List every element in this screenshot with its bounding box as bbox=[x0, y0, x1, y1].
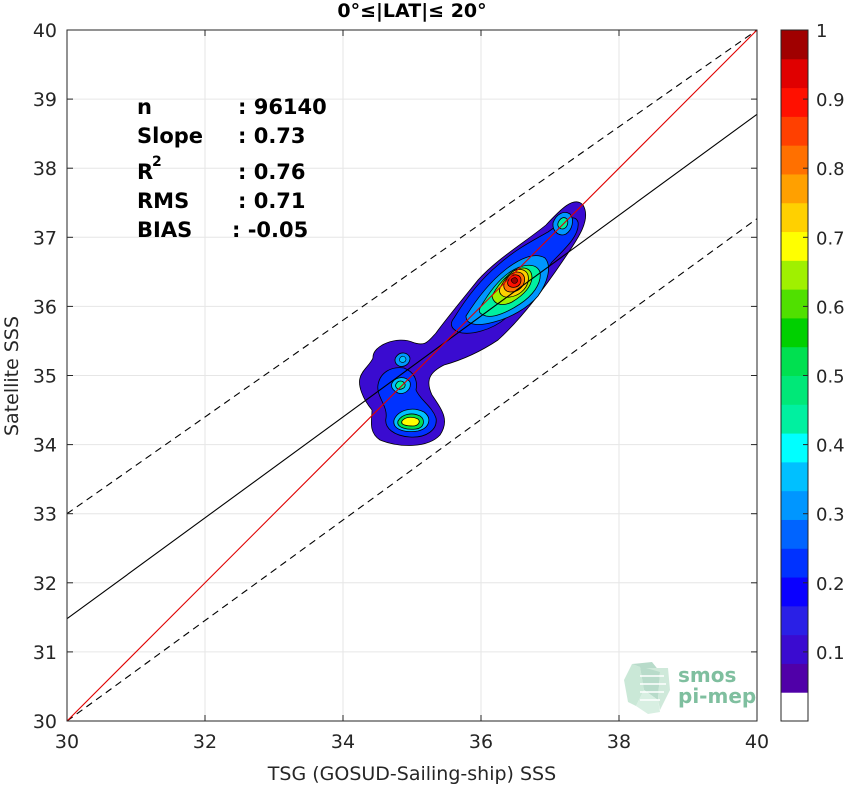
x-tick-label: 36 bbox=[469, 731, 493, 753]
colorbar-tick-label: 0.7 bbox=[816, 228, 845, 249]
colorbar-swatch bbox=[781, 346, 808, 376]
colorbar-swatch bbox=[781, 173, 808, 204]
colorbar-swatch bbox=[781, 317, 808, 348]
colorbar-swatch bbox=[781, 30, 808, 60]
y-axis: 30 31 32 33 34 35 36 37 38 39 40 bbox=[33, 20, 757, 733]
stat-rms-value: : 0.71 bbox=[238, 189, 306, 213]
colorbar-tick-label: 0.8 bbox=[816, 159, 845, 180]
statistics-block: n : 96140 Slope : 0.73 R 2 : 0.76 RMS : … bbox=[137, 95, 327, 242]
density-contour-lower-lobe-5 bbox=[401, 416, 420, 427]
identity-line bbox=[67, 30, 757, 721]
upper-bound-line bbox=[67, 30, 757, 515]
colorbar-swatch bbox=[781, 231, 808, 261]
stat-slope-label: Slope bbox=[137, 124, 203, 148]
stat-r2-label: R bbox=[137, 160, 153, 184]
y-axis-label: Satellite SSS bbox=[1, 316, 23, 436]
colorbar-tick-label: 1 bbox=[816, 21, 827, 42]
logo-text-line2: pi-mep bbox=[678, 684, 756, 708]
colorbar-swatch bbox=[781, 58, 808, 89]
colorbar bbox=[781, 30, 808, 722]
density-contour-mid-spot bbox=[395, 380, 406, 390]
stat-slope-value: : 0.73 bbox=[238, 124, 306, 148]
logo-mark-icon bbox=[624, 662, 670, 714]
colorbar-swatch bbox=[781, 634, 808, 664]
y-tick-label: 31 bbox=[33, 642, 57, 664]
colorbar-tick-label: 0.6 bbox=[816, 297, 845, 318]
colorbar-swatch bbox=[781, 289, 808, 319]
density-contour-level-9 bbox=[510, 277, 518, 284]
colorbar-tick-label: 0.3 bbox=[816, 505, 845, 526]
colorbar-swatch bbox=[781, 202, 808, 233]
colorbar-swatch bbox=[781, 87, 808, 117]
chart-title: 0°≤|LAT|≤ 20° bbox=[337, 0, 486, 22]
y-tick-label: 38 bbox=[33, 158, 57, 180]
y-tick-label: 32 bbox=[33, 573, 57, 595]
colorbar-swatch bbox=[781, 404, 808, 434]
stat-n-value: : 96140 bbox=[238, 95, 327, 119]
x-tick-label: 34 bbox=[331, 731, 355, 753]
y-tick-label: 30 bbox=[33, 711, 57, 733]
reference-lines bbox=[67, 30, 757, 721]
density-contour-upper-spot-core bbox=[557, 217, 569, 230]
colorbar-swatch bbox=[781, 433, 808, 463]
stat-n-label: n bbox=[137, 95, 152, 119]
colorbar-tick-label: 0.2 bbox=[816, 574, 845, 595]
stat-bias-label: BIAS bbox=[137, 218, 192, 242]
smos-pi-mep-logo: smos pi-mep bbox=[624, 662, 756, 714]
y-tick-label: 39 bbox=[33, 89, 57, 111]
y-tick-label: 36 bbox=[33, 296, 57, 318]
colorbar-swatch bbox=[781, 260, 808, 290]
colorbar-tick-label: 0.5 bbox=[816, 367, 845, 388]
colorbar-swatch bbox=[781, 548, 808, 578]
x-axis-label: TSG (GOSUD-Sailing-ship) SSS bbox=[267, 763, 556, 785]
x-tick-label: 40 bbox=[745, 731, 769, 753]
colorbar-swatch bbox=[781, 519, 808, 549]
y-tick-label: 37 bbox=[33, 227, 57, 249]
stat-r2-superscript: 2 bbox=[152, 154, 162, 170]
colorbar-swatch bbox=[781, 490, 808, 520]
colorbar-swatch bbox=[781, 605, 808, 636]
colorbar-swatch bbox=[781, 375, 808, 405]
x-axis: 30 32 34 36 38 40 bbox=[55, 30, 769, 753]
colorbar-swatch bbox=[781, 145, 808, 175]
y-tick-label: 40 bbox=[33, 20, 57, 42]
y-tick-label: 35 bbox=[33, 366, 57, 388]
logo-text-line1: smos bbox=[678, 663, 736, 687]
colorbar-ticks: 0.1 0.2 0.3 0.4 0.5 0.6 0.7 0.8 0.9 1 bbox=[803, 21, 845, 664]
stat-bias-value: : -0.05 bbox=[232, 218, 308, 242]
colorbar-swatch bbox=[781, 692, 808, 722]
x-tick-label: 32 bbox=[193, 731, 217, 753]
density-contour-upper-lobe-core bbox=[399, 355, 407, 363]
stat-r2-value: : 0.76 bbox=[238, 160, 306, 184]
colorbar-swatch bbox=[781, 461, 808, 492]
fit-line bbox=[67, 113, 757, 620]
stat-rms-label: RMS bbox=[137, 189, 189, 213]
colorbar-tick-label: 0.4 bbox=[816, 436, 845, 457]
y-tick-label: 34 bbox=[33, 435, 57, 457]
colorbar-swatch bbox=[781, 663, 808, 693]
colorbar-swatch bbox=[781, 116, 808, 146]
y-tick-label: 33 bbox=[33, 504, 57, 526]
lower-bound-line bbox=[67, 218, 757, 721]
colorbar-swatch bbox=[781, 577, 808, 607]
colorbar-tick-label: 0.9 bbox=[816, 90, 845, 111]
x-tick-label: 30 bbox=[55, 731, 79, 753]
colorbar-tick-label: 0.1 bbox=[816, 643, 845, 664]
x-tick-label: 38 bbox=[607, 731, 631, 753]
